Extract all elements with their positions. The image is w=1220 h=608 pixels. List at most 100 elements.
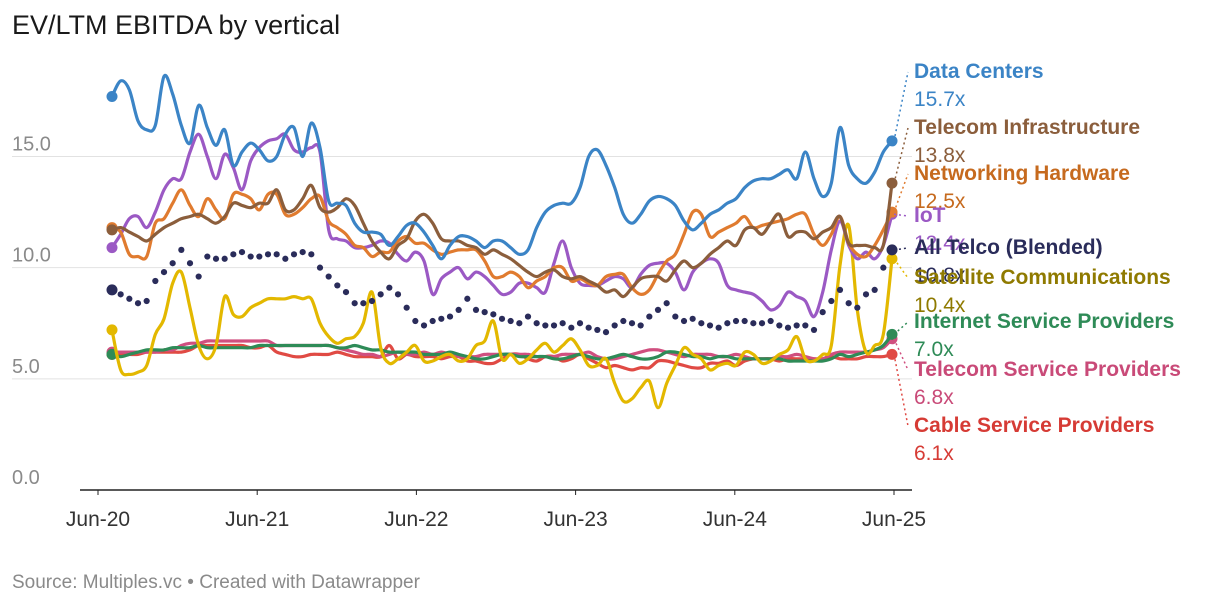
all-telco-blended-point: [862, 291, 870, 298]
all-telco-blended-point: [308, 251, 315, 258]
series-lines: [106, 73, 898, 410]
all-telco-blended-point: [325, 273, 332, 280]
all-telco-blended-point: [706, 322, 714, 329]
all-telco-blended-point: [836, 286, 844, 293]
credit-link[interactable]: Created with Datawrapper: [199, 572, 420, 593]
all-telco-blended-point: [429, 317, 436, 325]
all-telco-blended-point: [290, 251, 298, 258]
all-telco-blended-point: [195, 273, 202, 280]
all-telco-blended-point: [750, 320, 757, 327]
all-telco-blended-point: [386, 284, 393, 291]
all-telco-blended-leader-line: [893, 247, 909, 251]
x-tick-label: Jun-23: [543, 508, 607, 531]
all-telco-blended-point: [715, 324, 722, 331]
data-centers-label: Data Centers: [914, 60, 1044, 83]
y-axis: 0.0 5.0 10.0 15.0: [12, 133, 51, 489]
all-telco-blended-point: [134, 300, 142, 307]
all-telco-blended-point: [802, 322, 809, 329]
all-telco-blended-point: [776, 322, 783, 329]
cable-service-providers-leader-line: [893, 354, 909, 427]
all-telco-blended-point: [186, 260, 194, 267]
all-telco-blended-point: [247, 253, 254, 260]
all-telco-blended-point: [117, 291, 124, 298]
all-telco-blended-point: [533, 320, 540, 327]
networking-hardware-value-label: 12.5x: [914, 190, 966, 213]
chart-footer: Source: Multiples.vc • Created with Data…: [12, 572, 420, 594]
all-telco-blended-point: [594, 326, 601, 334]
all-telco-blended-end-point: [886, 244, 898, 256]
all-telco-blended-point: [264, 251, 272, 258]
data-centers-start-point: [106, 90, 118, 102]
iot-leader-line: [893, 213, 909, 217]
all-telco-blended-point: [342, 289, 350, 296]
telecom-infrastructure-leader-line: [893, 127, 909, 184]
data-centers-end-point: [886, 135, 898, 147]
all-telco-blended-point: [871, 286, 878, 293]
all-telco-blended-point: [689, 315, 696, 322]
cable-service-providers-label: Cable Service Providers: [914, 414, 1154, 437]
all-telco-blended-point: [143, 297, 150, 305]
networking-hardware-leader-line: [893, 173, 909, 213]
x-tick-label: Jun-25: [862, 508, 926, 531]
all-telco-blended-point: [230, 251, 237, 258]
all-telco-blended-point: [663, 300, 670, 307]
all-telco-blended-point: [507, 317, 514, 325]
all-telco-blended-point: [394, 291, 402, 298]
all-telco-blended-point: [758, 320, 766, 327]
all-telco-blended-point: [524, 313, 532, 320]
x-axis: Jun-20 Jun-21 Jun-22 Jun-23 Jun-24 Jun-25: [66, 490, 926, 531]
all-telco-blended-point: [316, 264, 324, 271]
internet-service-providers-end-point: [886, 328, 898, 340]
satellite-communications-value-label: 10.4x: [914, 294, 966, 317]
all-telco-blended-point: [793, 322, 800, 329]
all-telco-blended-point: [498, 315, 506, 322]
all-telco-blended-point: [377, 291, 384, 298]
data-centers-value-label: 15.7x: [914, 88, 966, 111]
satellite-communications-leader-line: [893, 258, 909, 279]
telecom-service-providers-leader-line: [893, 338, 909, 371]
satellite-communications-line: [110, 222, 894, 410]
telecom-infrastructure-value-label: 13.8x: [914, 144, 966, 167]
all-telco-blended-point: [368, 297, 376, 305]
iot-label: IoT: [914, 204, 946, 227]
all-telco-blended-point: [256, 253, 263, 260]
all-telco-blended-point: [585, 324, 592, 331]
satellite-communications-start-point: [106, 324, 118, 336]
all-telco-blended-point: [741, 317, 748, 325]
all-telco-blended-point: [490, 311, 497, 318]
all-telco-blended-point: [784, 324, 792, 331]
all-telco-blended-point: [472, 306, 480, 314]
all-telco-blended-point: [351, 300, 358, 307]
all-telco-blended-point: [672, 313, 679, 320]
all-telco-blended-point: [455, 306, 462, 314]
all-telco-blended-point: [438, 315, 445, 322]
all-telco-blended-point: [152, 277, 159, 285]
iot-line: [110, 132, 894, 319]
y-tick-label: 0.0: [12, 467, 40, 489]
x-tick-label: Jun-21: [225, 508, 289, 531]
y-tick-label: 15.0: [12, 133, 51, 155]
all-telco-blended-point: [299, 248, 306, 256]
all-telco-blended-point: [481, 309, 488, 316]
x-tick-label: Jun-22: [384, 508, 448, 531]
iot-start-point: [106, 242, 118, 254]
x-tick-label: Jun-20: [66, 508, 130, 531]
all-telco-blended-point: [628, 320, 636, 327]
all-telco-blended-point: [810, 326, 818, 334]
telecom-service-providers-label: Telecom Service Providers: [914, 358, 1181, 381]
data-centers-line: [110, 73, 894, 261]
telecom-infrastructure-line: [110, 181, 894, 299]
all-telco-blended-point: [204, 253, 211, 260]
networking-hardware-line: [110, 188, 894, 296]
all-telco-blended-point: [576, 320, 584, 327]
all-telco-blended-point: [282, 255, 289, 262]
networking-hardware-label: Networking Hardware: [914, 162, 1130, 185]
all-telco-blended-point: [568, 324, 575, 331]
gridlines: [12, 155, 912, 491]
satellite-communications-label: Satellite Communications: [914, 266, 1171, 289]
all-telco-blended-point: [160, 269, 168, 276]
all-telco-blended-point: [334, 282, 341, 289]
all-telco-blended-point: [212, 255, 220, 262]
all-telco-blended-point: [516, 320, 523, 327]
all-telco-blended-point: [550, 322, 558, 329]
